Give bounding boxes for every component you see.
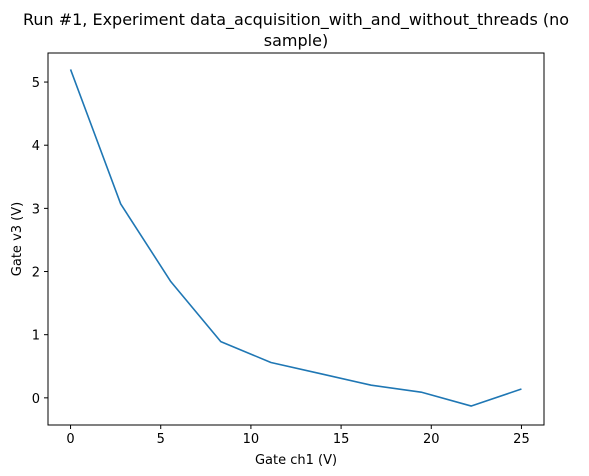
plot-area-frame: [47, 52, 545, 426]
x-tick-label: 20: [423, 432, 440, 447]
x-tick-label: 15: [333, 432, 350, 447]
y-tick-label: 2: [32, 266, 40, 281]
x-tick-label: 0: [66, 432, 74, 447]
y-tick-label: 0: [32, 392, 40, 407]
series-layer: [69, 69, 522, 407]
y-axis-ticks: 0 1 2 3 4 5: [32, 76, 48, 407]
y-axis-label: Gate v3 (V): [10, 202, 25, 276]
x-tick-label: 25: [513, 432, 530, 447]
series-line: [69, 69, 522, 407]
y-tick-label: 4: [32, 139, 40, 154]
x-tick-label: 5: [157, 432, 165, 447]
y-tick-label: 5: [32, 76, 40, 91]
x-tick-label: 10: [243, 432, 260, 447]
chart-title-line-2: sample): [264, 31, 328, 50]
chart-title-line-1: Run #1, Experiment data_acquisition_with…: [23, 10, 569, 30]
y-tick-label: 1: [32, 329, 40, 344]
x-axis-label: Gate ch1 (V): [255, 453, 337, 468]
y-tick-label: 3: [32, 202, 40, 217]
x-axis-ticks: 0 5 10 15 20 25: [66, 425, 530, 447]
